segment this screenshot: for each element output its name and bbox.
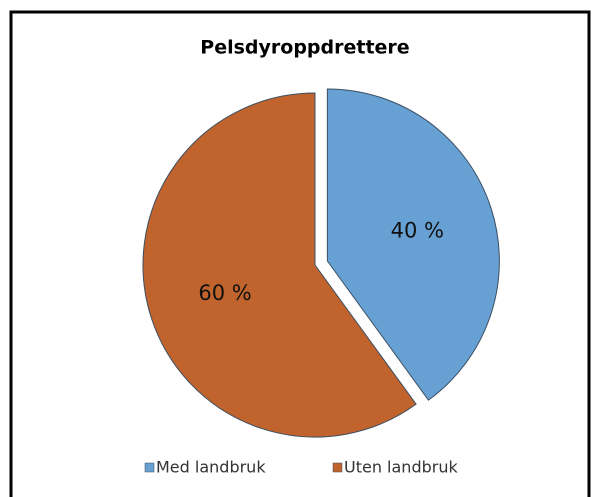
chart-title: Pelsdyroppdrettere <box>200 37 409 59</box>
slice-label: 60 % <box>198 281 251 305</box>
slice-label: 40 % <box>391 219 444 243</box>
legend-swatch <box>144 462 155 473</box>
legend-label: Uten landbruk <box>344 458 458 477</box>
pie-slice <box>142 92 417 438</box>
legend-label: Med landbruk <box>156 458 266 477</box>
legend-swatch <box>332 462 343 473</box>
pie-slice <box>326 88 500 401</box>
